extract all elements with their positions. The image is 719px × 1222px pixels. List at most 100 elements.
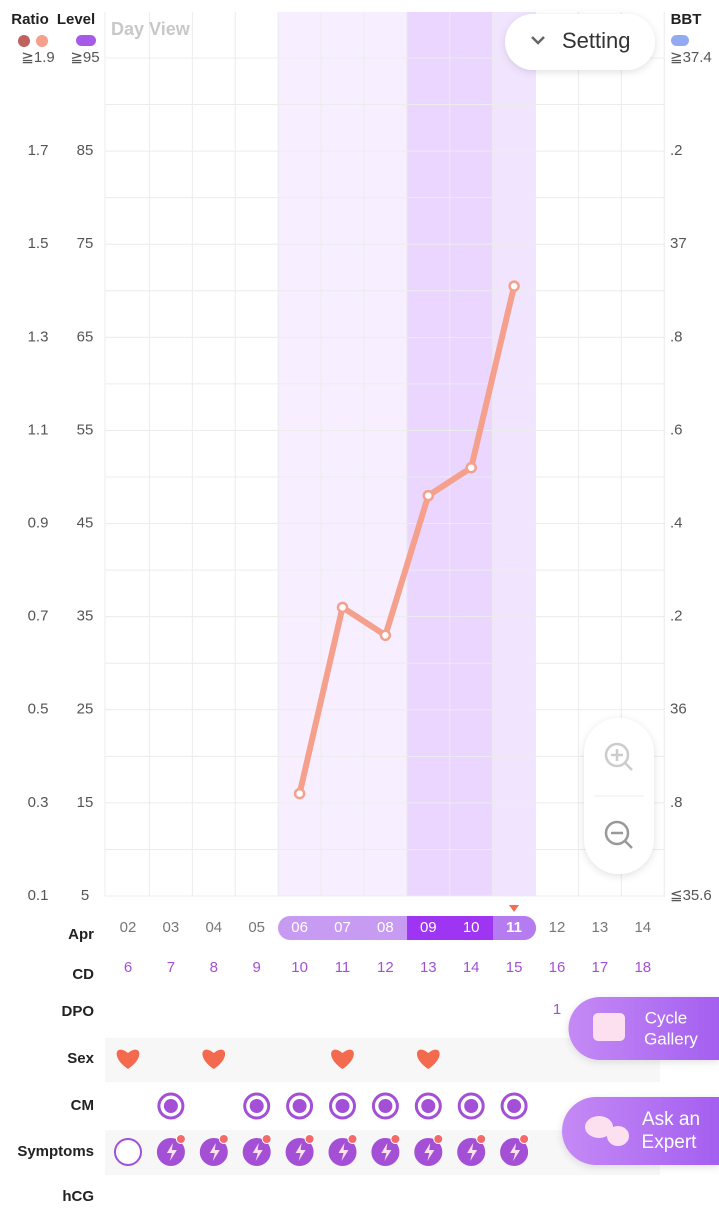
expert-bg[interactable] — [562, 1097, 719, 1165]
cd-label: 8 — [210, 959, 218, 976]
date-label: 08 — [377, 919, 394, 936]
tick-label: 1.3 — [28, 328, 49, 345]
row-label: Sex — [67, 1050, 94, 1067]
cd-label: 7 — [167, 959, 175, 976]
tick-label: 75 — [77, 235, 94, 252]
tick-label: 1.1 — [28, 421, 49, 438]
date-pill-peak — [407, 916, 493, 940]
bolt-icon — [252, 1143, 263, 1161]
date-label: 04 — [205, 919, 222, 936]
tick-label: 1.7 — [28, 142, 49, 159]
tick-label: 55 — [77, 421, 94, 438]
tick-label: ≧95 — [70, 49, 99, 66]
cm-icon-inner — [378, 1099, 393, 1113]
badge-dot — [347, 1134, 358, 1144]
bolt-icon — [166, 1143, 177, 1161]
row-label: CM — [71, 1097, 94, 1114]
date-label: 09 — [420, 919, 437, 936]
cm-icon-inner — [464, 1099, 479, 1113]
bbt-title: BBT — [671, 11, 702, 28]
setting-button[interactable] — [505, 14, 655, 70]
expert-button[interactable] — [562, 1097, 719, 1165]
row-label: CD — [72, 966, 94, 983]
cd-label: 17 — [592, 959, 609, 976]
tick-label: 45 — [77, 515, 94, 532]
ratio-point — [465, 461, 477, 474]
tick-label: ≧37.4 — [670, 49, 712, 66]
today-marker — [509, 905, 519, 912]
ratio-point — [422, 489, 435, 502]
heart-icon — [331, 1049, 354, 1069]
cd-label: 15 — [506, 959, 523, 976]
tick-label: 5 — [81, 887, 89, 904]
gallery-bg[interactable] — [568, 997, 719, 1060]
heart-icon — [416, 1049, 440, 1069]
bolt-icon — [209, 1143, 220, 1161]
row-label: DPO — [61, 1003, 94, 1020]
cm-icon-inner — [335, 1099, 350, 1113]
tick-label: 85 — [77, 142, 94, 159]
gallery-label[interactable]: Gallery — [644, 1029, 698, 1048]
date-label: 10 — [463, 919, 480, 936]
expert-label[interactable]: Ask an — [642, 1109, 700, 1130]
row-label: hCG — [62, 1188, 94, 1205]
cd-label: 13 — [420, 959, 437, 976]
cm-icon-inner — [163, 1099, 178, 1113]
gallery-label[interactable]: Cycle — [645, 1008, 688, 1027]
legend-dot — [671, 35, 689, 46]
zoom-in[interactable] — [604, 742, 633, 771]
legend-dot — [36, 35, 48, 47]
setting-bg[interactable] — [505, 14, 655, 70]
cm-icon-inner — [421, 1099, 436, 1113]
expert-label[interactable]: Expert — [642, 1132, 698, 1153]
row-label: Symptoms — [17, 1143, 94, 1160]
tick-label: 65 — [77, 328, 94, 345]
zoom-out[interactable] — [604, 820, 633, 849]
date-label: 02 — [120, 919, 137, 936]
gallery-button[interactable] — [568, 997, 719, 1060]
ovulation-band — [493, 12, 536, 896]
setting-label[interactable]: Setting — [562, 28, 631, 53]
date-label: 14 — [634, 919, 651, 936]
expert-icon — [585, 1116, 613, 1138]
tick-label: 0.5 — [28, 701, 49, 718]
badge-dot — [304, 1134, 315, 1144]
dpo-label: 1 — [553, 1001, 561, 1018]
cd-label: 18 — [634, 959, 651, 976]
ratio-point — [336, 601, 349, 614]
date-label: 12 — [549, 919, 566, 936]
symptom-icon — [114, 1138, 142, 1166]
cd-label: 14 — [463, 959, 480, 976]
tick-label: 1.5 — [28, 235, 49, 252]
cd-label: 12 — [377, 959, 394, 976]
tick-label: 36 — [670, 701, 687, 718]
legend-dot — [18, 35, 30, 47]
tick-label: ≧1.9 — [21, 49, 54, 66]
date-label: 11 — [506, 919, 522, 936]
cd-label: 9 — [253, 959, 261, 976]
tick-label: 35 — [77, 608, 94, 625]
bolt-icon — [295, 1143, 306, 1161]
cd-label: 10 — [291, 959, 308, 976]
ratio-point — [508, 280, 520, 292]
badge-dot — [519, 1134, 530, 1144]
date-label: 03 — [163, 919, 180, 936]
tick-label: .2 — [670, 608, 683, 625]
badge-dot — [261, 1134, 272, 1144]
date-pill-today — [493, 916, 536, 940]
cd-label: 11 — [335, 959, 351, 976]
cd-label: 6 — [124, 959, 132, 976]
ratio-line — [296, 283, 518, 797]
cm-icon-inner — [507, 1099, 522, 1113]
tick-label: 37 — [670, 235, 687, 252]
date-label: 06 — [291, 919, 308, 936]
tick-label: 0.1 — [28, 887, 49, 904]
tick-label: .6 — [670, 421, 683, 438]
bolt-icon — [424, 1143, 435, 1161]
heart-icon — [116, 1049, 140, 1069]
level-title: Level — [57, 11, 95, 28]
ratio-point — [293, 787, 306, 800]
view-label: Day View — [111, 19, 191, 39]
ratio-title: Ratio — [11, 11, 49, 28]
